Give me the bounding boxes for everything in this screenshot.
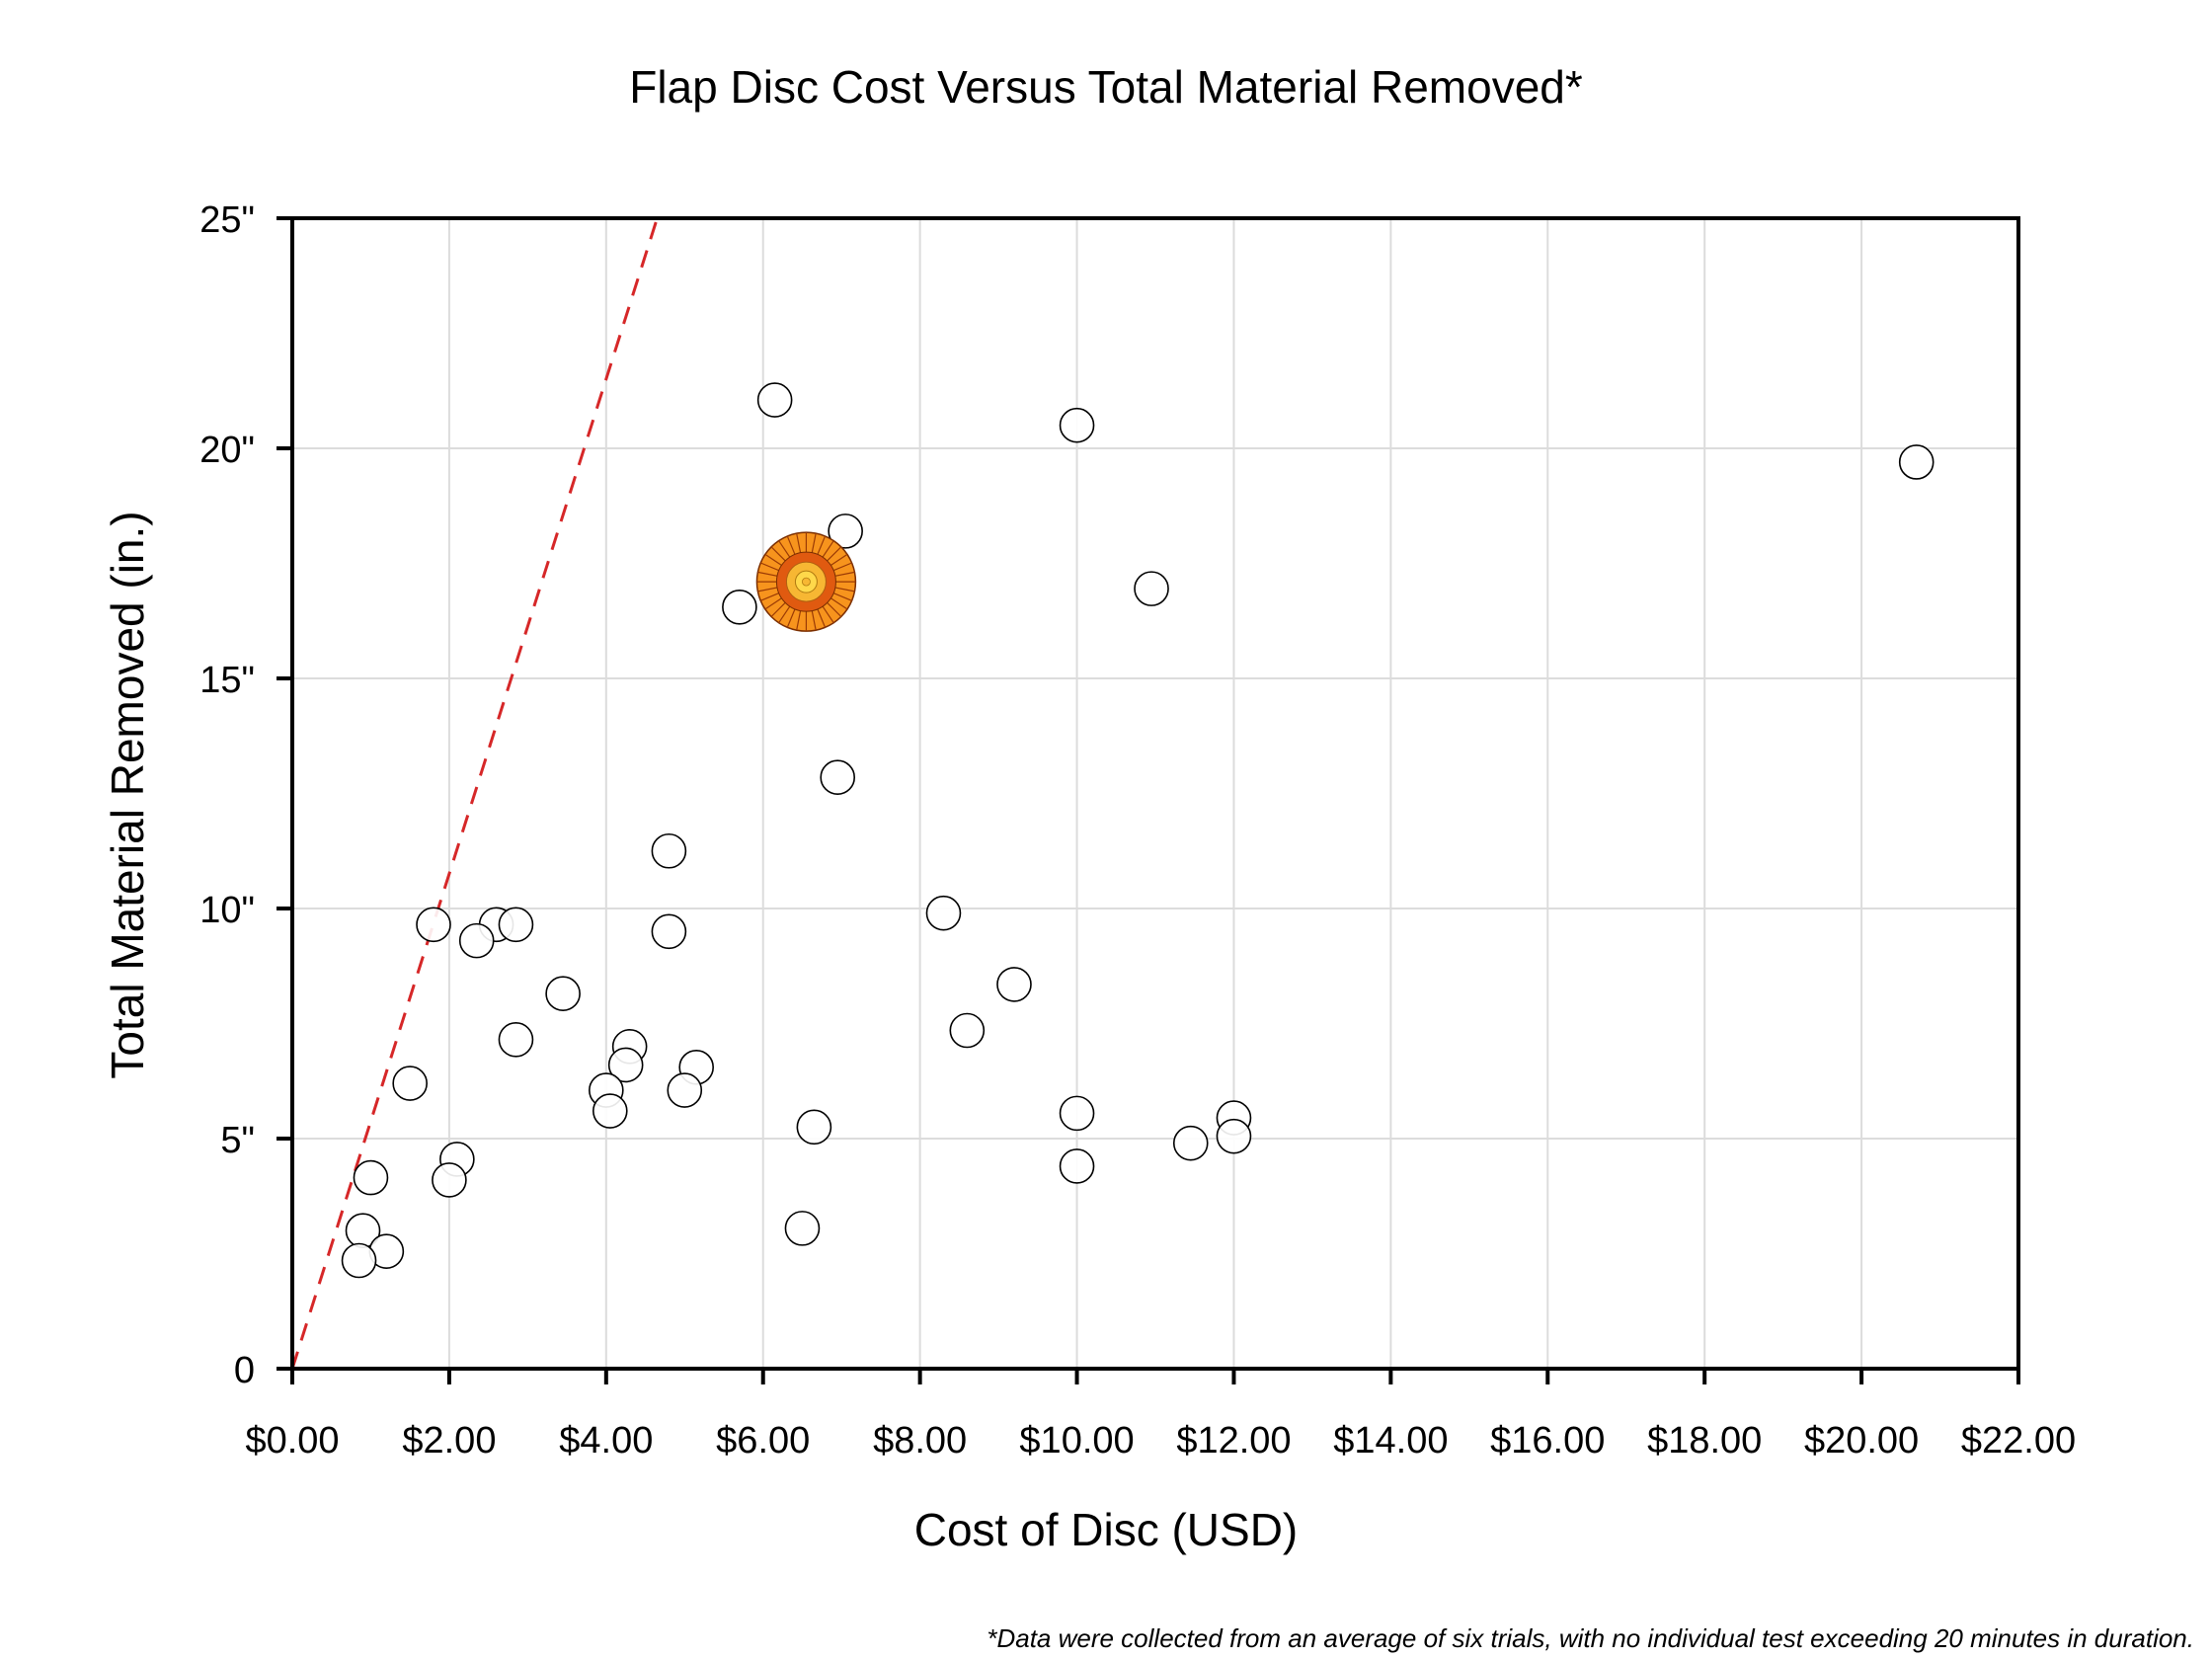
data-point xyxy=(353,1159,389,1196)
data-point xyxy=(1216,1118,1252,1154)
data-point xyxy=(722,589,757,625)
data-point xyxy=(498,1022,534,1058)
data-point xyxy=(1059,1148,1095,1184)
y-tick-label: 10" xyxy=(199,890,255,931)
x-tick-label: $4.00 xyxy=(559,1420,653,1462)
data-point xyxy=(1059,1095,1095,1132)
data-point xyxy=(458,922,495,959)
data-points xyxy=(341,382,1935,1279)
data-point xyxy=(1134,571,1169,606)
flap-disc-arbor xyxy=(802,577,811,587)
data-point xyxy=(667,1072,703,1108)
y-tick-label: 5" xyxy=(220,1120,255,1161)
data-point xyxy=(996,967,1032,1002)
y-tick-label: 0 xyxy=(234,1350,255,1391)
y-tick-label: 25" xyxy=(199,199,255,241)
y-axis-title: Total Material Removed (in.) xyxy=(102,511,153,1078)
data-point xyxy=(796,1109,832,1146)
axis-ticks xyxy=(276,216,2020,1384)
data-point xyxy=(784,1211,821,1246)
x-tick-label: $22.00 xyxy=(1961,1420,2076,1462)
footnote: *Data were collected from an average of … xyxy=(987,1623,2194,1653)
data-point xyxy=(432,1162,467,1198)
data-point xyxy=(651,913,687,950)
data-point xyxy=(820,759,856,795)
y-tick-label: 15" xyxy=(199,660,255,701)
flap-disc-icon xyxy=(755,531,857,632)
plot-frame xyxy=(290,216,2020,1371)
x-tick-label: $14.00 xyxy=(1333,1420,1448,1462)
x-tick-label: $2.00 xyxy=(402,1420,496,1462)
data-point xyxy=(1059,407,1095,443)
grid xyxy=(292,218,2018,1369)
x-tick-label: $6.00 xyxy=(716,1420,810,1462)
x-tick-label: $8.00 xyxy=(873,1420,967,1462)
data-point xyxy=(756,382,793,418)
data-point xyxy=(651,832,687,869)
x-axis-title: Cost of Disc (USD) xyxy=(914,1504,1298,1555)
x-tick-label: $18.00 xyxy=(1647,1420,1762,1462)
x-tick-label: $0.00 xyxy=(245,1420,339,1462)
y-tick-label: 20" xyxy=(199,430,255,471)
data-point xyxy=(545,976,581,1012)
data-point xyxy=(925,895,962,931)
x-tick-label: $16.00 xyxy=(1490,1420,1605,1462)
data-point xyxy=(416,907,451,943)
x-tick-label: $10.00 xyxy=(1019,1420,1134,1462)
data-point xyxy=(949,1012,986,1049)
y-tick-labels: 0 5" 10" 15" 20" 25" xyxy=(199,199,255,1391)
reference-line xyxy=(290,217,659,1370)
data-point xyxy=(828,514,863,549)
data-point xyxy=(1898,444,1935,480)
data-point xyxy=(392,1066,428,1101)
data-point xyxy=(592,1093,628,1129)
x-tick-label: $20.00 xyxy=(1804,1420,1919,1462)
data-point xyxy=(1172,1125,1209,1161)
chart-title: Flap Disc Cost Versus Total Material Rem… xyxy=(629,61,1583,113)
data-point xyxy=(498,907,534,943)
x-tick-labels: $0.00 $2.00 $4.00 $6.00 $8.00 $10.00 $12.00 $14… xyxy=(245,1420,2076,1462)
data-point xyxy=(607,1047,644,1083)
x-tick-label: $12.00 xyxy=(1176,1420,1291,1462)
data-point xyxy=(341,1242,377,1279)
